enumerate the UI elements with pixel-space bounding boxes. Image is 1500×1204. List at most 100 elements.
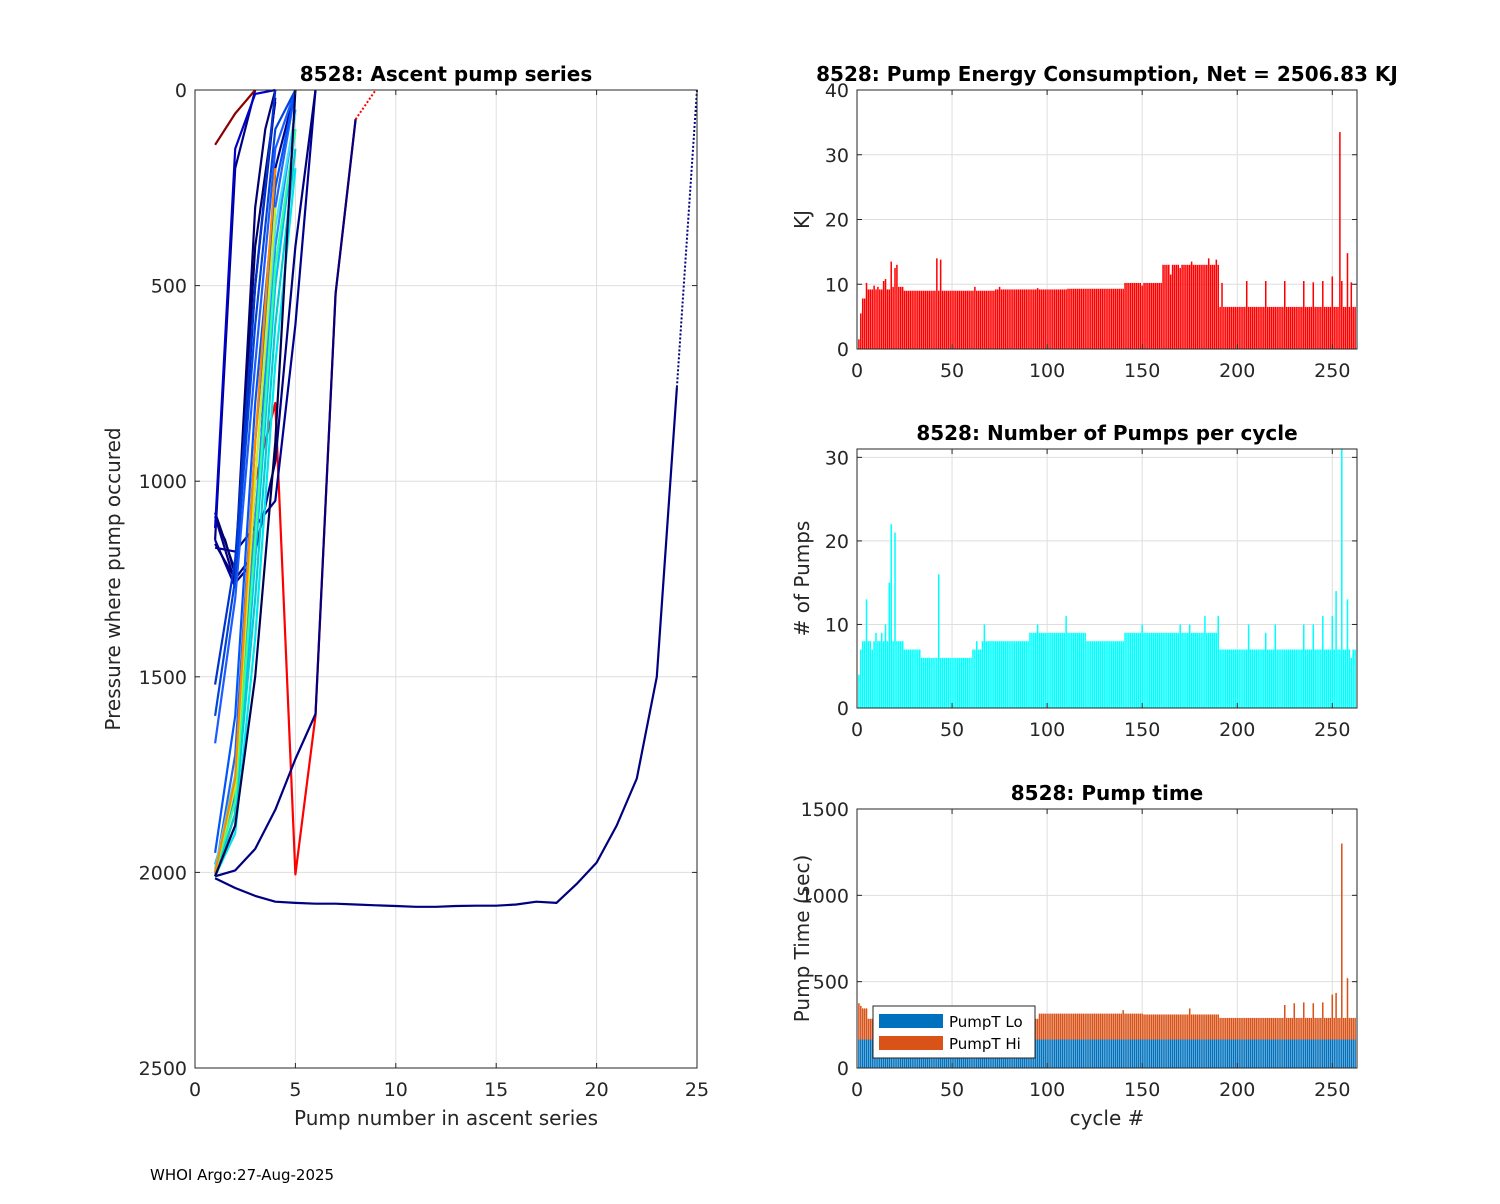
bar-hi [1164, 1014, 1166, 1040]
chart-title: 8528: Pump time [1011, 781, 1203, 805]
axes-ascent [194, 88, 698, 1069]
bar-lo [1078, 1039, 1081, 1068]
bar [858, 674, 860, 708]
bar-lo [1187, 1039, 1189, 1068]
bar-hi [1143, 1014, 1145, 1040]
bar-lo [1251, 1039, 1254, 1068]
bar [1266, 306, 1269, 349]
bar-lo [1088, 1039, 1090, 1068]
bar-lo [1261, 1039, 1263, 1068]
bar [981, 290, 984, 349]
bar [1308, 306, 1311, 349]
series-line-red-cont [354, 89, 377, 120]
bar [960, 657, 963, 708]
bar-hi [1059, 1013, 1062, 1040]
bar [1215, 259, 1218, 349]
bar [1128, 282, 1130, 349]
bar [937, 290, 940, 349]
bar-lo [1354, 1039, 1356, 1068]
bar [1234, 649, 1237, 708]
bar [996, 641, 999, 708]
bar [964, 290, 967, 349]
bar [1264, 281, 1267, 349]
bar [1230, 306, 1233, 349]
bar [928, 290, 930, 349]
bar [1012, 641, 1014, 708]
bar [1244, 649, 1246, 708]
bar-hi [1285, 1017, 1288, 1040]
bar [1245, 281, 1248, 349]
bar [1120, 641, 1123, 708]
x-tick-label: 0 [851, 1079, 863, 1101]
y-tick-label: 0 [175, 80, 187, 102]
bar-hi [1204, 1014, 1206, 1040]
y-tick-label: 0 [837, 339, 849, 361]
series-line-orange-1 [214, 168, 277, 873]
bar-hi [1067, 1013, 1069, 1040]
bar-hi [1171, 1014, 1174, 1040]
bar [915, 649, 917, 708]
bar [1031, 632, 1033, 708]
bar [911, 290, 913, 349]
bar [1179, 624, 1181, 708]
bar-hi [1166, 1014, 1168, 1040]
y-axis-label: # of Pumps [790, 521, 814, 637]
bar-lo [1086, 1039, 1088, 1068]
bar-hi [1206, 1014, 1208, 1040]
bar-hi [1139, 1013, 1142, 1040]
bar [1156, 282, 1159, 349]
bar [920, 657, 923, 708]
bar [1160, 632, 1162, 708]
bar [1230, 649, 1233, 708]
bar [1238, 649, 1240, 708]
bar [1149, 282, 1151, 349]
bar [1352, 649, 1354, 708]
bar-lo [1207, 1039, 1210, 1068]
bar-hi [1352, 1017, 1354, 1040]
bar [979, 649, 982, 708]
frame-ascent: 0 5 10 15 20 25 0 500 1000 1500 2000 2500 8528: Asce… [101, 62, 709, 1130]
bar-lo [1225, 1039, 1227, 1068]
bar [1280, 649, 1282, 708]
bar [1270, 649, 1273, 708]
bar-lo [1268, 1039, 1271, 1068]
bar-lo [1050, 1039, 1052, 1068]
bar-lo [1322, 1039, 1324, 1068]
bar [892, 641, 894, 708]
bar-hi [1110, 1013, 1113, 1040]
bar [1103, 641, 1105, 708]
bar-hi [1097, 1013, 1100, 1040]
bar-hi [1257, 1017, 1259, 1040]
bar-lo [1240, 1039, 1242, 1068]
bar-lo [1342, 1039, 1345, 1068]
bar-lo [1137, 1039, 1140, 1068]
bar-lo [1093, 1039, 1096, 1068]
bar [995, 289, 997, 349]
bar [972, 290, 974, 349]
bar-hi [1198, 1014, 1200, 1040]
bar [1183, 264, 1185, 349]
bar-lo [1198, 1039, 1200, 1068]
bar [1069, 632, 1071, 708]
bar [958, 290, 961, 349]
bar-hi [1194, 1014, 1197, 1040]
bar-lo [1074, 1039, 1077, 1068]
bar-hi [1190, 1014, 1193, 1040]
bar-lo [1063, 1039, 1065, 1068]
bar [1346, 253, 1349, 349]
bar [1289, 306, 1292, 349]
bar-lo [1333, 1039, 1335, 1068]
bar-hi [1242, 1017, 1244, 1040]
y-tick-label: 30 [825, 447, 849, 469]
bar [1293, 306, 1296, 349]
x-tick-label: 100 [1029, 719, 1065, 741]
bar-lo [1257, 1039, 1259, 1068]
bar [1040, 289, 1043, 349]
bar-hi [1150, 1014, 1153, 1040]
bar-hi [1044, 1013, 1046, 1040]
bar [1112, 641, 1115, 708]
bar [1116, 641, 1119, 708]
bar-lo [1084, 1039, 1086, 1068]
bar-lo [1276, 1039, 1278, 1068]
bar [1107, 288, 1109, 349]
